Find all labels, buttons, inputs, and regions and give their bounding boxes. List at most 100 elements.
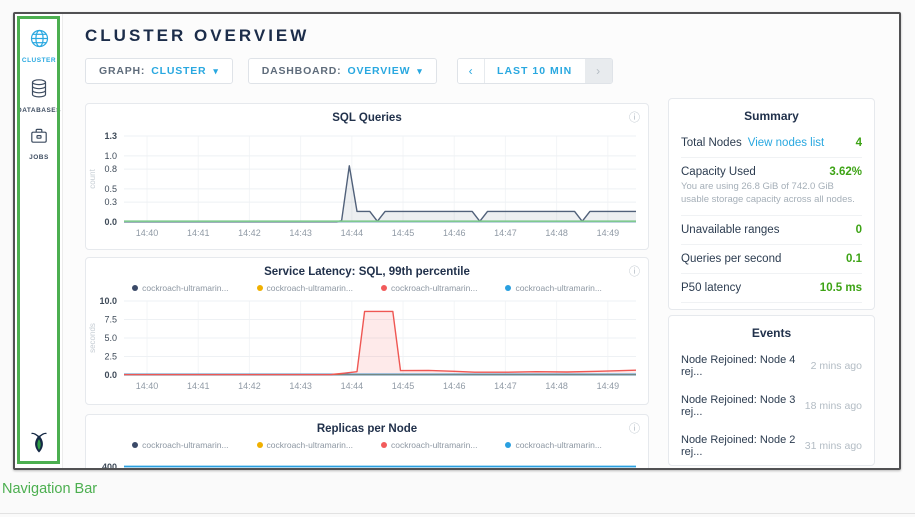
svg-text:14:44: 14:44 [341, 381, 364, 391]
controls-bar: GRAPH: CLUSTER ▾ DASHBOARD: OVERVIEW ▾ ‹… [85, 58, 613, 84]
events-title: Events [669, 316, 874, 346]
info-icon[interactable]: ⓘ [629, 263, 640, 279]
annotation-label: Navigation Bar [2, 481, 97, 497]
briefcase-icon [29, 126, 49, 151]
legend-item: cockroach-ultramarin... [257, 440, 353, 450]
event-row: Node Rejoined: Node 3 rej...18 mins ago [681, 386, 862, 426]
svg-text:14:49: 14:49 [597, 381, 620, 391]
summary-row-value: 0 [856, 224, 862, 236]
svg-text:5.0: 5.0 [104, 333, 117, 343]
summary-row: Queries per second0.1 [681, 244, 862, 273]
legend-item: cockroach-ultramarin... [381, 283, 477, 293]
summary-row-description: You are using 26.8 GiB of 742.0 GiB usab… [681, 181, 862, 207]
dashboard-dropdown[interactable]: DASHBOARD: OVERVIEW ▾ [248, 58, 437, 84]
database-icon [29, 78, 49, 104]
legend-item: cockroach-ultramarin... [381, 440, 477, 450]
dashboard-dropdown-value: OVERVIEW [347, 65, 410, 77]
view-nodes-link[interactable]: View nodes list [748, 137, 825, 149]
svg-text:0.5: 0.5 [104, 184, 117, 194]
svg-text:0.0: 0.0 [104, 370, 117, 380]
summary-row-label: P50 latency [681, 282, 741, 294]
legend-dot-icon [132, 442, 138, 448]
svg-text:14:45: 14:45 [392, 381, 415, 391]
event-rows: Node Rejoined: Node 4 rej...2 mins agoNo… [669, 346, 874, 466]
svg-text:7.5: 7.5 [104, 315, 117, 325]
event-row: Node Rejoined: Node 4 rej...2 mins ago [681, 346, 862, 386]
svg-text:2.5: 2.5 [104, 352, 117, 362]
sidebar-item-label: CLUSTER [15, 57, 63, 64]
dashboard-dropdown-label: DASHBOARD: [262, 65, 342, 77]
legend-item: cockroach-ultramarin... [505, 283, 601, 293]
summary-row-label: Unavailable ranges [681, 224, 779, 236]
legend-dot-icon [257, 285, 263, 291]
sidebar-item-jobs[interactable]: JOBS [15, 126, 63, 161]
summary-row-value: 3.62% [829, 166, 862, 178]
summary-row-value: 10.5 ms [820, 282, 862, 294]
chart-plot: 14:4014:4114:4214:4314:4414:4514:4614:47… [86, 295, 648, 405]
info-icon[interactable]: ⓘ [629, 420, 640, 436]
legend-dot-icon [505, 285, 511, 291]
svg-text:count: count [88, 168, 97, 188]
legend-item: cockroach-ultramarin... [132, 283, 228, 293]
svg-text:14:49: 14:49 [597, 228, 620, 238]
legend-dot-icon [132, 285, 138, 291]
svg-text:14:40: 14:40 [136, 228, 159, 238]
graph-dropdown[interactable]: GRAPH: CLUSTER ▾ [85, 58, 233, 84]
chart-card-replicas-per-node: Replicas per Node ⓘ cockroach-ultramarin… [85, 414, 649, 470]
app-window: CLUSTER DATABASES [13, 12, 901, 470]
chevron-down-icon: ▾ [213, 66, 218, 77]
event-text: Node Rejoined: Node 3 rej... [681, 394, 805, 418]
svg-text:seconds: seconds [88, 323, 97, 353]
svg-text:0.3: 0.3 [104, 197, 117, 207]
chart-legend: cockroach-ultramarin... cockroach-ultrama… [86, 283, 648, 293]
chart-legend: cockroach-ultramarin... cockroach-ultrama… [86, 440, 648, 450]
summary-row-label: Queries per second [681, 253, 781, 265]
sidebar-item-cluster[interactable]: CLUSTER [15, 28, 63, 64]
summary-panel: Summary Total NodesView nodes list4Capac… [668, 98, 875, 310]
legend-dot-icon [257, 442, 263, 448]
svg-text:14:48: 14:48 [545, 228, 568, 238]
time-prev-button[interactable]: ‹ [458, 59, 485, 83]
summary-row: Total NodesView nodes list4 [681, 129, 862, 157]
time-range-value[interactable]: LAST 10 MIN [485, 59, 585, 83]
svg-text:10.0: 10.0 [99, 296, 117, 306]
time-next-button[interactable]: › [585, 59, 612, 83]
chart-card-service-latency: Service Latency: SQL, 99th percentile ⓘ … [85, 257, 649, 405]
svg-text:14:43: 14:43 [289, 381, 312, 391]
chart-title: Service Latency: SQL, 99th percentile [86, 266, 648, 278]
page-bottom-divider [0, 513, 915, 514]
event-time: 2 mins ago [811, 360, 862, 372]
summary-row: P50 latency 10.5 ms [681, 273, 862, 302]
graph-dropdown-value: CLUSTER [151, 65, 206, 77]
svg-text:14:46: 14:46 [443, 381, 466, 391]
sidebar-item-databases[interactable]: DATABASES [15, 78, 63, 114]
summary-row: Unavailable ranges 0 [681, 215, 862, 244]
chevron-down-icon: ▾ [417, 66, 422, 77]
chart-title: SQL Queries [86, 112, 648, 124]
sidebar-item-label: JOBS [15, 154, 63, 161]
summary-row: Capacity Used 3.62% You are using 26.8 GiB… [681, 157, 862, 215]
svg-text:14:42: 14:42 [238, 381, 261, 391]
svg-text:14:44: 14:44 [341, 228, 364, 238]
svg-text:14:47: 14:47 [494, 381, 517, 391]
chart-card-sql-queries: SQL Queries ⓘ 14:4014:4114:4214:4314:441… [85, 103, 649, 250]
sidebar-item-label: DATABASES [15, 107, 63, 114]
summary-rows: Total NodesView nodes list4Capacity Used… [669, 129, 874, 310]
svg-text:14:45: 14:45 [392, 228, 415, 238]
summary-row-value: 4 [856, 137, 862, 149]
legend-dot-icon [505, 442, 511, 448]
summary-row-label: Capacity Used [681, 166, 756, 178]
main-content: CLUSTER OVERVIEW GRAPH: CLUSTER ▾ DASHBO… [64, 14, 899, 468]
time-range-selector: ‹ LAST 10 MIN › [457, 58, 613, 84]
globe-icon [29, 28, 50, 54]
event-time: 31 mins ago [805, 440, 862, 452]
svg-text:14:42: 14:42 [238, 228, 261, 238]
chart-plot: 400 [86, 452, 648, 470]
graph-dropdown-label: GRAPH: [99, 65, 145, 77]
info-icon[interactable]: ⓘ [629, 109, 640, 125]
event-text: Node Rejoined: Node 2 rej... [681, 434, 805, 458]
svg-text:14:48: 14:48 [545, 381, 568, 391]
cockroachdb-logo[interactable] [15, 429, 63, 462]
summary-row: P99 latency285.2 ms [681, 302, 862, 310]
svg-text:1.3: 1.3 [104, 131, 117, 141]
